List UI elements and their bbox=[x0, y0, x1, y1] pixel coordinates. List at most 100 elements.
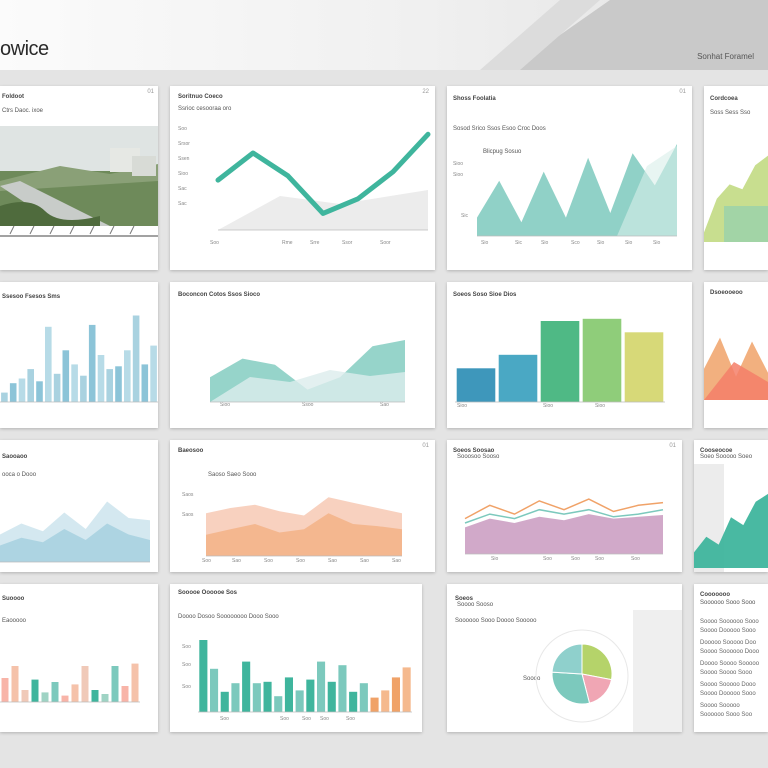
series-line bbox=[464, 508, 664, 524]
bar bbox=[274, 696, 283, 712]
y-tick-label: Soo bbox=[182, 644, 191, 650]
text-line: Dooooo Sooooo Doo bbox=[700, 640, 757, 646]
x-tick-label: Soo bbox=[264, 558, 273, 564]
bar bbox=[498, 354, 538, 403]
card-bar-chart-blue[interactable]: Ssesoo Fsesos Sms bbox=[0, 282, 158, 428]
card-small-bars[interactable]: Suoooo Eaooooo bbox=[0, 584, 158, 732]
x-tick-label: Sio bbox=[541, 240, 549, 246]
card-title: Soeos bbox=[455, 596, 474, 602]
plot-layer bbox=[704, 337, 768, 400]
header-decoration bbox=[480, 0, 768, 70]
bar bbox=[21, 690, 29, 702]
card-mauve-area[interactable]: Soeos Soosao Sooosoo Sooso 01 Sio Soo So… bbox=[447, 440, 682, 572]
bar bbox=[381, 690, 390, 712]
app-brand: owice bbox=[0, 38, 49, 60]
bar bbox=[284, 677, 293, 712]
x-tick-label: Sio bbox=[597, 240, 605, 246]
card-tall-bars[interactable]: Sooooe Oooooe Sos Doooo Dosoo Soooooooo … bbox=[170, 584, 422, 732]
series-area bbox=[206, 513, 402, 556]
chart-plot bbox=[704, 155, 768, 242]
y-tick-label: Sioo bbox=[453, 172, 464, 178]
x-tick-label: Sioo bbox=[457, 403, 468, 409]
card-title: Dsoeooeoo bbox=[710, 290, 743, 296]
photo-hatch bbox=[9, 225, 135, 235]
bar bbox=[111, 666, 119, 702]
bar bbox=[338, 665, 347, 712]
card-title: Soeos Soso Sioe Dios bbox=[453, 292, 517, 298]
text-line: Soooo Sooooo bbox=[700, 703, 740, 709]
x-tick-label: Soo bbox=[296, 558, 305, 564]
bar bbox=[101, 694, 109, 702]
bar bbox=[1, 678, 9, 702]
bar bbox=[121, 686, 129, 702]
plot-layer bbox=[206, 497, 402, 557]
y-tick-label: Srsor bbox=[178, 141, 190, 147]
chart-plot bbox=[206, 497, 402, 557]
card-peach-area[interactable]: Baeosoo Saoso Saeo Sooo 01 Saos Saos Soo… bbox=[170, 440, 435, 572]
card-blue-area[interactable]: Saooaoo ooca o Dooo bbox=[0, 440, 158, 572]
card-area-teal[interactable]: Boconcon Cotos Ssos Sioco Sioo Ssoo Sao bbox=[170, 282, 435, 428]
chart-plot bbox=[694, 464, 768, 572]
chart-plot bbox=[210, 340, 405, 403]
x-tick-label: Sioo bbox=[543, 403, 554, 409]
card-subtitle: Soooooo Sooo Sooo bbox=[700, 600, 756, 606]
card-teal-peaks[interactable]: Cooseocoe Soeo Sooooo Soeo bbox=[694, 440, 768, 572]
plot-layer bbox=[210, 340, 405, 403]
panel-shade bbox=[633, 610, 682, 732]
x-tick-label: Soo bbox=[210, 240, 219, 246]
series-area bbox=[0, 523, 150, 562]
photo-highway bbox=[0, 181, 110, 226]
card-text-list[interactable]: Cooooooo Soooooo Sooo Sooo Soooo Soooooo… bbox=[694, 584, 768, 732]
card-title: Ssesoo Fsesos Sms bbox=[2, 294, 61, 300]
card-subtitle: Soss Sess Sso bbox=[710, 110, 751, 116]
bar bbox=[106, 369, 113, 402]
hatched-area bbox=[617, 146, 677, 236]
card-pie[interactable]: Soeos Soooo Sooso Soooooo Sooo Doooo Soo… bbox=[447, 584, 682, 732]
card-subtitle: Sosod Srico Ssos Esoo Croc Doos bbox=[453, 126, 546, 132]
plot-layer bbox=[694, 493, 768, 568]
card-colored-bars[interactable]: Soeos Soso Sioe Dios Sioo Sioo Sioo bbox=[447, 282, 692, 428]
card-badge: 01 bbox=[422, 443, 429, 449]
bar bbox=[9, 383, 17, 402]
y-tick-label: Soo bbox=[182, 662, 191, 668]
y-tick-label: Sac bbox=[178, 201, 187, 207]
chart-inner-label: Blicpug Sosuo bbox=[483, 149, 522, 155]
bar bbox=[252, 683, 261, 712]
x-tick-label: Soo bbox=[571, 556, 580, 562]
bar bbox=[31, 679, 39, 702]
chart-plot bbox=[0, 663, 140, 703]
top-bar: owice Sonhat Foramel bbox=[0, 0, 768, 70]
photo-building-2 bbox=[132, 156, 156, 176]
x-tick-label: Sic bbox=[515, 240, 522, 246]
bar bbox=[132, 315, 140, 402]
plot-layer bbox=[704, 155, 768, 242]
card-subtitle: Soooo Sooso bbox=[457, 602, 494, 608]
card-green-area[interactable]: Cordcoea Soss Sess Sso bbox=[704, 86, 768, 270]
card-city-photo[interactable]: Foldoot Ctrs Daoc. ixoe 01 bbox=[0, 86, 158, 270]
card-title: Suoooo bbox=[2, 596, 25, 602]
x-tick-label: Ssoo bbox=[302, 402, 314, 408]
y-tick-label: Sac bbox=[178, 186, 187, 192]
card-spike-area[interactable]: Shoss Foolatia Sosod Srico Ssos Esoo Cro… bbox=[447, 86, 692, 270]
bar bbox=[199, 640, 208, 712]
bar bbox=[306, 679, 315, 712]
text-line: Soooo Soooo Sooo bbox=[700, 670, 753, 676]
card-subtitle-2: Soooooo Sooo Doooo Sooooo bbox=[455, 618, 537, 624]
x-tick-label: Sao bbox=[232, 558, 241, 564]
plot-layer bbox=[0, 663, 140, 703]
card-line-chart[interactable]: Soritnuo Coeco Ssrioc cesooraa oro 22 So… bbox=[170, 86, 435, 270]
card-subtitle: Saoso Saeo Sooo bbox=[208, 472, 257, 478]
chart-plot bbox=[455, 318, 665, 403]
pie-slice bbox=[551, 671, 591, 705]
series-area bbox=[465, 514, 663, 554]
x-tick-label: Rme bbox=[282, 240, 293, 246]
hatch bbox=[29, 225, 35, 235]
photo-foreground bbox=[0, 202, 100, 226]
x-tick-label: Sioo bbox=[595, 403, 606, 409]
card-warm-area[interactable]: Dsoeooeoo bbox=[704, 282, 768, 428]
x-tick-label: Soo bbox=[220, 716, 229, 722]
bar bbox=[327, 681, 336, 712]
hatch bbox=[109, 225, 115, 235]
chart-plot bbox=[704, 337, 768, 400]
chart-plot bbox=[198, 640, 412, 713]
